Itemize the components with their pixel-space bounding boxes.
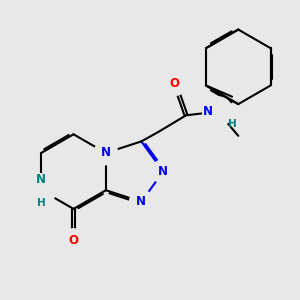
Circle shape	[94, 141, 118, 165]
Text: H: H	[228, 119, 236, 129]
Text: N: N	[101, 146, 111, 159]
Circle shape	[130, 190, 153, 214]
Text: N: N	[158, 165, 168, 178]
Circle shape	[62, 229, 85, 252]
Text: N: N	[203, 105, 213, 118]
Circle shape	[163, 72, 187, 95]
Text: N: N	[136, 195, 146, 208]
Text: N: N	[36, 173, 46, 186]
Text: H: H	[37, 198, 46, 208]
Circle shape	[203, 97, 232, 126]
Circle shape	[26, 176, 56, 205]
Text: O: O	[170, 77, 180, 90]
Circle shape	[152, 160, 175, 183]
Text: O: O	[68, 234, 79, 247]
